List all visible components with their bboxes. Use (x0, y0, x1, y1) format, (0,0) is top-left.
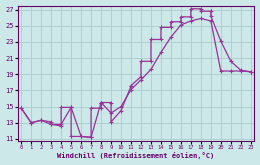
X-axis label: Windchill (Refroidissement éolien,°C): Windchill (Refroidissement éolien,°C) (57, 152, 214, 159)
